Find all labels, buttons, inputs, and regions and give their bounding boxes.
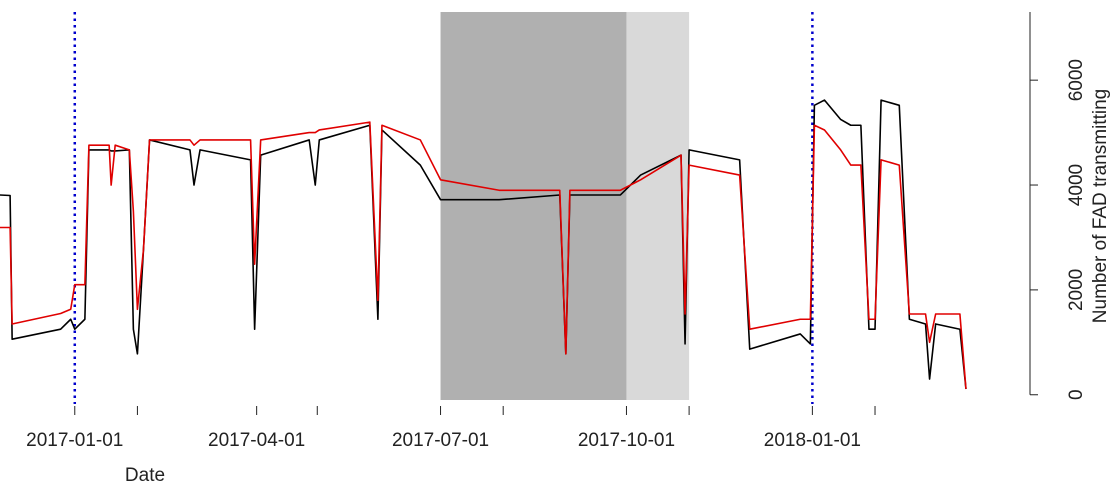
x-tick-label: 2017-04-01 xyxy=(208,430,305,451)
x-axis-title: Date xyxy=(125,465,165,486)
y-tick-label: 6000 xyxy=(1066,59,1087,101)
shaded-period xyxy=(440,12,627,400)
shaded-period xyxy=(626,12,690,400)
x-tick-label: 2018-01-01 xyxy=(764,430,861,451)
y-tick-label: 4000 xyxy=(1066,164,1087,206)
y-axis-title: Number of FAD transmitting xyxy=(1090,89,1111,323)
x-tick-label: 2017-01-01 xyxy=(26,430,123,451)
y-tick-label: 0 xyxy=(1066,389,1087,400)
x-tick-label: 2017-07-01 xyxy=(392,430,489,451)
y-tick-label: 2000 xyxy=(1066,269,1087,311)
series-line xyxy=(0,121,967,390)
x-tick-label: 2017-10-01 xyxy=(578,430,675,451)
background-layer xyxy=(73,12,814,404)
